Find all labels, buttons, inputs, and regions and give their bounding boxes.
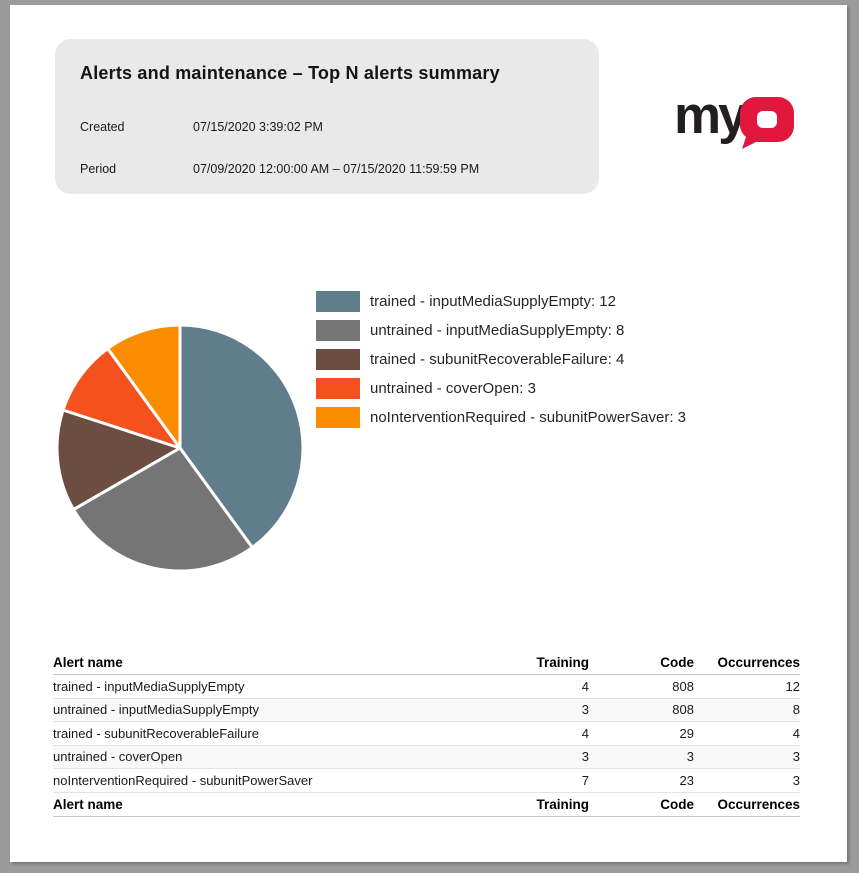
legend-item: noInterventionRequired - subunitPowerSav… bbox=[316, 403, 686, 432]
table-cell: 12 bbox=[785, 678, 800, 694]
legend-swatch bbox=[316, 378, 360, 399]
table-footer-header-cell: Training bbox=[536, 796, 589, 812]
created-label: Created bbox=[80, 120, 125, 134]
table-cell: trained - inputMediaSupplyEmpty bbox=[53, 678, 245, 694]
table-cell: 808 bbox=[672, 702, 694, 718]
table-footer-header-cell: Alert name bbox=[53, 796, 123, 812]
table-cell: 8 bbox=[792, 702, 800, 718]
table-cell: 4 bbox=[581, 725, 589, 741]
legend-item: untrained - inputMediaSupplyEmpty: 8 bbox=[316, 316, 686, 345]
table-footer-header-cell: Occurrences bbox=[717, 796, 800, 812]
table-row: noInterventionRequired - subunitPowerSav… bbox=[53, 769, 800, 793]
table-row: trained - subunitRecoverableFailure 4 29 4 bbox=[53, 722, 800, 746]
table-body: trained - inputMediaSupplyEmpty 4 808 12 unt… bbox=[53, 675, 800, 793]
period-value: 07/09/2020 12:00:00 AM – 07/15/2020 11:5… bbox=[193, 162, 480, 176]
alerts-table: Alert name Training Code Occurrences traine… bbox=[53, 651, 800, 817]
legend-label: trained - subunitRecoverableFailure: 4 bbox=[370, 351, 625, 368]
table-cell: noInterventionRequired - subunitPowerSav… bbox=[53, 772, 313, 788]
table-row: trained - inputMediaSupplyEmpty 4 808 12 bbox=[53, 675, 800, 699]
table-header-cell: Alert name bbox=[53, 655, 123, 670]
table-header-cell: Code bbox=[660, 655, 694, 670]
table-cell: 3 bbox=[686, 749, 694, 765]
pie-slice bbox=[178, 323, 305, 550]
table-header-cell: Training bbox=[536, 655, 589, 670]
legend-swatch bbox=[316, 407, 360, 428]
pie-legend: trained - inputMediaSupplyEmpty: 12 untra… bbox=[316, 287, 686, 432]
legend-swatch bbox=[316, 349, 360, 370]
pie-slice bbox=[55, 408, 182, 511]
table-row: untrained - inputMediaSupplyEmpty 3 808 8 bbox=[53, 698, 800, 722]
table-cell: untrained - coverOpen bbox=[53, 749, 183, 765]
table-cell: 29 bbox=[679, 725, 694, 741]
period-row: Period 07/09/2020 12:00:00 AM – 07/15/202… bbox=[80, 162, 479, 176]
table-cell: 3 bbox=[792, 772, 800, 788]
legend-item: untrained - coverOpen: 3 bbox=[316, 374, 686, 403]
table-cell: untrained - inputMediaSupplyEmpty bbox=[53, 702, 259, 718]
legend-item: trained - subunitRecoverableFailure: 4 bbox=[316, 345, 686, 374]
report-header-panel: Alerts and maintenance – Top N alerts su… bbox=[55, 39, 599, 194]
pie-slice bbox=[106, 323, 182, 450]
table-cell: 7 bbox=[581, 772, 589, 788]
table-cell: 808 bbox=[672, 678, 694, 694]
table-footer-header-row: Alert name Training Code Occurrences bbox=[53, 793, 800, 817]
table-row: untrained - coverOpen 3 3 3 bbox=[53, 745, 800, 769]
table-cell: trained - subunitRecoverableFailure bbox=[53, 725, 259, 741]
legend-swatch bbox=[316, 291, 360, 312]
table-cell: 3 bbox=[792, 749, 800, 765]
legend-item: trained - inputMediaSupplyEmpty: 12 bbox=[316, 287, 686, 316]
legend-swatch bbox=[316, 320, 360, 341]
created-row: Created 07/15/2020 3:39:02 PM bbox=[80, 120, 323, 134]
table-cell: 4 bbox=[581, 678, 589, 694]
table-cell: 3 bbox=[581, 749, 589, 765]
myq-logo-text: my bbox=[674, 86, 748, 145]
myq-logo-q-icon bbox=[740, 97, 794, 149]
legend-label: untrained - coverOpen: 3 bbox=[370, 380, 536, 397]
table-cell: 3 bbox=[581, 702, 589, 718]
table-header-cell: Occurrences bbox=[717, 655, 800, 670]
report-page: Alerts and maintenance – Top N alerts su… bbox=[10, 5, 847, 862]
page-title: Alerts and maintenance – Top N alerts su… bbox=[80, 63, 500, 83]
legend-label: untrained - inputMediaSupplyEmpty: 8 bbox=[370, 322, 625, 339]
period-label: Period bbox=[80, 162, 117, 176]
legend-label: trained - inputMediaSupplyEmpty: 12 bbox=[370, 293, 616, 310]
created-value: 07/15/2020 3:39:02 PM bbox=[193, 120, 323, 134]
table-cell: 23 bbox=[679, 772, 694, 788]
table-footer-header-cell: Code bbox=[660, 796, 694, 812]
table-cell: 4 bbox=[792, 725, 800, 741]
legend-label: noInterventionRequired - subunitPowerSav… bbox=[370, 409, 687, 426]
top-alerts-pie-chart bbox=[55, 323, 305, 573]
myq-logo: my bbox=[674, 86, 804, 149]
table-header-row: Alert name Training Code Occurrences bbox=[53, 651, 800, 675]
pie-slice bbox=[71, 446, 254, 573]
